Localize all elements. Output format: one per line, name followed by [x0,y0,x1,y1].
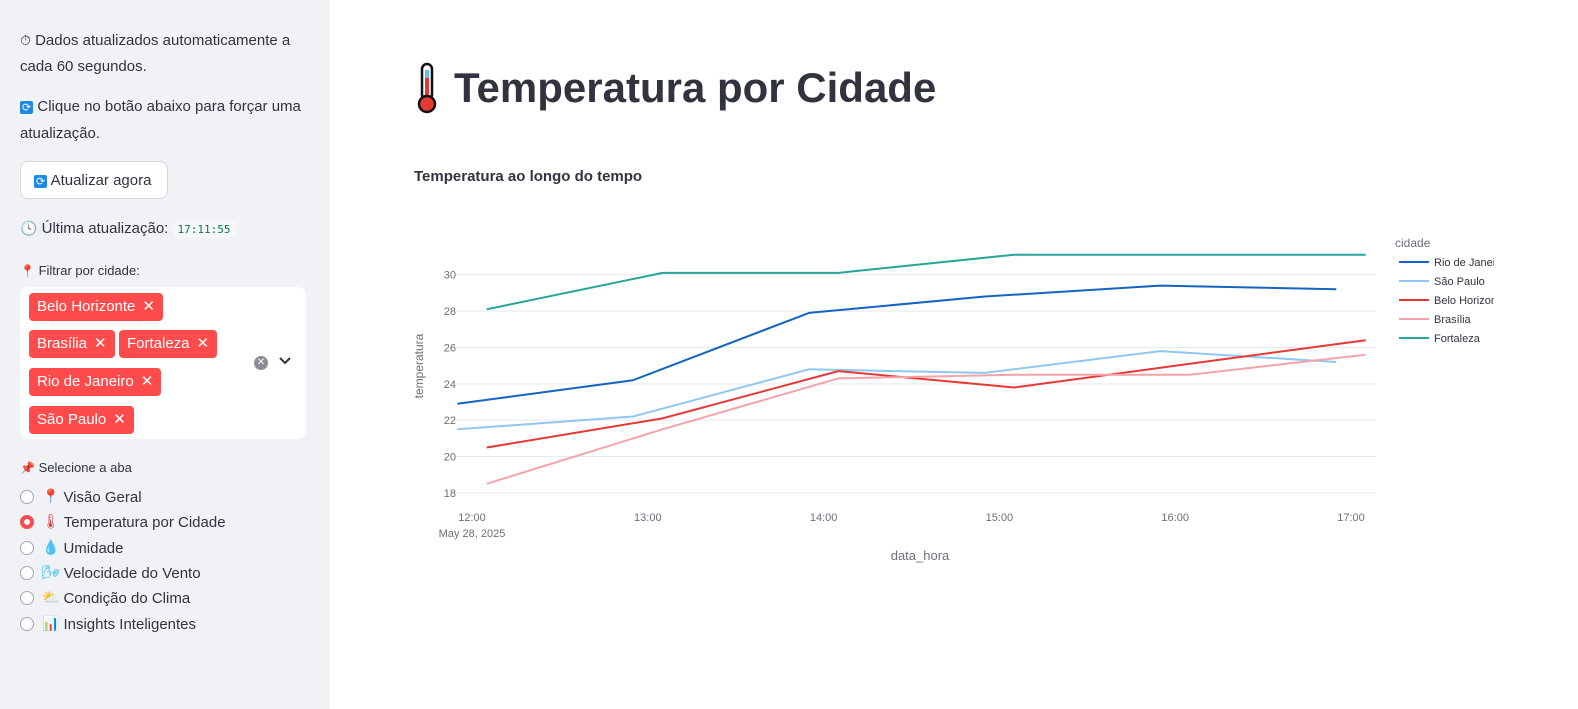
legend-item: Brasília [1434,314,1472,326]
legend-item: Rio de Janeiro [1434,257,1494,269]
clock-icon: 🕓 [20,221,38,237]
remove-tag-icon[interactable]: ✕ [140,373,154,390]
city-tag: Brasília ✕ [29,330,115,358]
y-tick-label: 24 [444,379,456,391]
y-axis-label: temperatura [414,333,426,398]
pin-icon: 📍 [20,264,35,278]
last-update: 🕓 Última atualização: 17:11:55 [20,216,315,243]
radio-temperatura[interactable]: 🌡 Temperatura por Cidade [20,511,226,533]
tab-select-label: 📌 Selecione a aba [20,460,132,475]
chart-legend: cidade Rio de Janeiro São Paulo Belo Horiz… [1395,236,1494,345]
thermometer-icon [417,62,437,114]
city-tag: Belo Horizonte ✕ [29,293,163,321]
auto-refresh-info: ⏱ Dados atualizados automaticamente a ca… [20,32,291,75]
refresh-icon: ⟳ [34,175,48,188]
x-tick-label: 15:00 [986,512,1014,524]
y-tick-label: 18 [444,488,456,500]
filter-label: 📍 Filtrar por cidade: [20,263,140,278]
city-multiselect[interactable]: Belo Horizonte ✕ Brasília ✕ Fortaleza ✕ Rio… [20,287,306,439]
radio-circle[interactable] [20,490,34,504]
x-tick-label: 17:00 [1337,512,1365,524]
chart-series [457,253,1366,485]
radio-umidade[interactable]: 💧 Umidade [20,537,123,559]
bar-chart-icon: 📊 [42,616,60,632]
x-tick-label: 14:00 [810,512,838,524]
chevron-down-icon[interactable] [279,353,291,368]
series-line [457,350,1337,431]
legend-item: Fortaleza [1434,333,1481,345]
series-line [457,284,1337,405]
refresh-icon: ⟳ [20,101,34,114]
radio-visao-geral[interactable]: 📍 Visão Geral [20,486,142,508]
legend-item: Belo Horizonte [1434,295,1494,307]
y-axis-ticks: 18 20 22 24 26 28 30 [444,270,456,500]
cloud-sun-icon: ⛅ [42,590,60,606]
thermometer-icon: 🌡 [42,514,60,530]
y-tick-label: 26 [444,342,456,354]
radio-circle[interactable] [20,541,34,555]
y-tick-label: 20 [444,452,456,464]
remove-tag-icon[interactable]: ✕ [142,298,155,315]
x-axis-date-label: May 28, 2025 [439,528,506,540]
radio-circle[interactable] [20,617,34,631]
remove-tag-icon[interactable]: ✕ [196,335,210,352]
remove-tag-icon[interactable]: ✕ [94,335,107,352]
force-refresh-info: ⟳ Clique no botão abaixo para forçar uma… [20,98,301,142]
stopwatch-icon: ⏱ [20,33,31,49]
series-line [486,253,1366,311]
wind-icon: 🌬 [42,565,60,581]
chart-grid [456,274,1376,494]
chart-subtitle: Temperatura ao longo do tempo [414,168,643,185]
radio-insights[interactable]: 📊 Insights Inteligentes [20,613,196,635]
radio-circle-selected[interactable] [20,515,34,529]
x-tick-label: 13:00 [634,512,662,524]
refresh-now-button[interactable]: ⟳ Atualizar agora [20,161,168,199]
radio-vento[interactable]: 🌬 Velocidade do Vento [20,562,201,584]
radio-clima[interactable]: ⛅ Condição do Clima [20,587,190,609]
x-axis-label: data_hora [891,548,950,563]
page-title: Temperatura por Cidade [414,62,936,114]
radio-circle[interactable] [20,566,34,580]
sidebar: ⏱ Dados atualizados automaticamente a ca… [0,0,330,709]
y-tick-label: 22 [444,415,456,427]
y-tick-label: 30 [444,270,456,282]
pin-icon: 📍 [42,489,60,505]
clear-all-icon[interactable]: ✕ [254,356,268,370]
remove-tag-icon[interactable]: ✕ [113,411,126,428]
legend-title: cidade [1395,236,1431,250]
pushpin-icon: 📌 [20,461,35,475]
x-axis-ticks: 12:00 13:00 14:00 15:00 16:00 17:00 [458,512,1365,524]
radio-circle[interactable] [20,591,34,605]
series-line [486,353,1366,485]
droplet-icon: 💧 [42,540,60,556]
y-tick-label: 28 [444,306,456,318]
x-tick-label: 12:00 [458,512,486,524]
x-tick-label: 16:00 [1161,512,1189,524]
main-content: Temperatura por Cidade Temperatura ao lo… [330,0,1578,709]
legend-item: São Paulo [1434,276,1485,288]
city-tag: São Paulo ✕ [29,406,134,434]
city-tag: Rio de Janeiro ✕ [29,368,162,396]
last-update-time: 17:11:55 [172,221,236,238]
city-tag: Fortaleza ✕ [119,330,218,358]
series-line [486,339,1366,449]
temperature-line-chart: 18 20 22 24 26 28 30 12:00 13:00 14:00 15:00 16:00… [414,236,1494,563]
